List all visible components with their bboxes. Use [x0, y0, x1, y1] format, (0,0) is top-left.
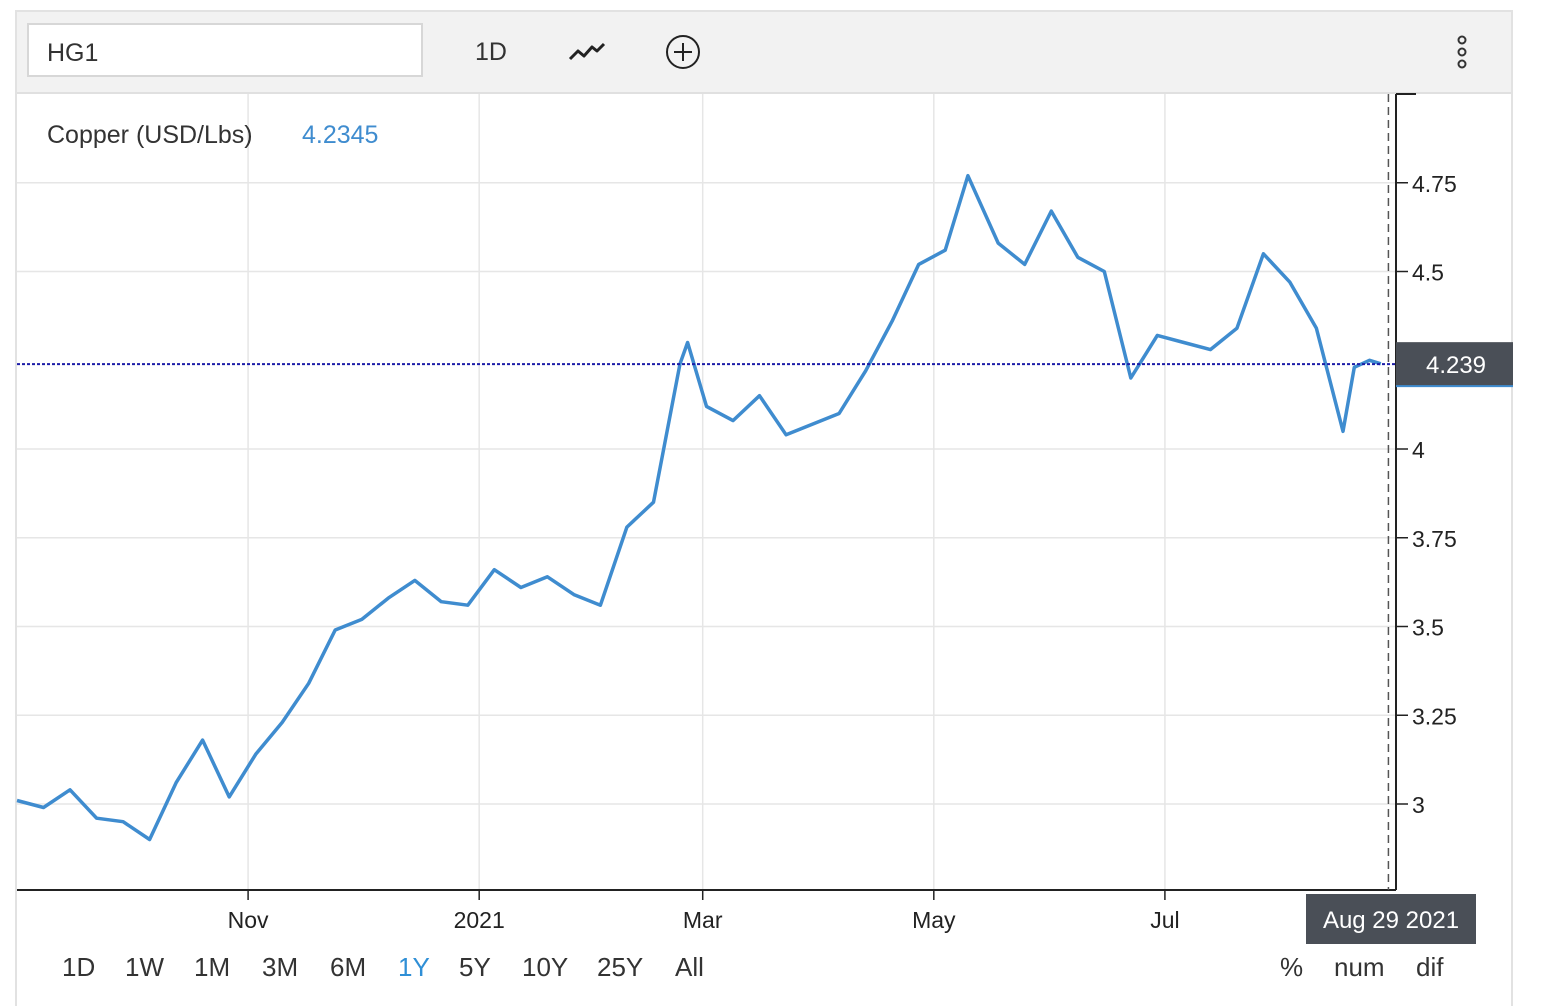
y-tick-label: 4.5 — [1412, 260, 1444, 286]
chart-axes: 3 3.25 3.5 3.75 4 4.5 4.75 Nov 2021 Mar May Jul — [17, 93, 1457, 933]
range-button-all[interactable]: All — [675, 952, 704, 982]
legend-last-value: 4.2345 — [302, 121, 378, 149]
x-tick-label: Mar — [683, 907, 723, 933]
range-button-6m[interactable]: 6M — [330, 952, 367, 982]
y-tick-label: 3.5 — [1412, 615, 1444, 641]
range-button-10y[interactable]: 10Y — [522, 952, 569, 982]
x-tick-label: 2021 — [454, 907, 505, 933]
series-layer — [16, 173, 1382, 842]
series-line-copper — [16, 173, 1382, 842]
x-tick-label: Nov — [228, 907, 269, 933]
crosshair-date-label: Aug 29 2021 — [1323, 907, 1459, 934]
grid-lines — [17, 94, 1396, 890]
symbol-input[interactable] — [27, 23, 423, 77]
crosshair-date-tag — [1306, 894, 1476, 944]
y-tick-label: 3.25 — [1412, 703, 1457, 729]
copper-price-chart[interactable]: 3 3.25 3.5 3.75 4 4.5 4.75 Nov 2021 Mar May Jul 4.2… — [0, 0, 1542, 952]
x-tick-label: Jul — [1150, 907, 1179, 933]
y-tick-label: 4 — [1412, 437, 1425, 463]
legend: Copper (USD/Lbs) 4.2345 — [47, 121, 378, 149]
y-tick-label: 3.75 — [1412, 526, 1457, 552]
vertical-dots-icon[interactable] — [1442, 30, 1482, 74]
mode-button-dif[interactable]: dif — [1416, 952, 1444, 982]
range-button-1w[interactable]: 1W — [125, 952, 164, 982]
range-button-1m[interactable]: 1M — [194, 952, 231, 982]
range-button-3m[interactable]: 3M — [262, 952, 299, 982]
range-bar: 1D 1W 1M 3M 6M 1Y 5Y 10Y 25Y All % num dif — [0, 952, 1542, 992]
plus-circle-icon[interactable] — [659, 30, 707, 74]
last-price-tag — [1396, 342, 1513, 387]
range-button-1y[interactable]: 1Y — [398, 952, 430, 982]
mode-button-percent[interactable]: % — [1280, 952, 1304, 982]
range-button-25y[interactable]: 25Y — [597, 952, 644, 982]
legend-series-name: Copper (USD/Lbs) — [47, 121, 253, 149]
y-tick-label: 4.75 — [1412, 171, 1457, 197]
line-chart-icon[interactable] — [563, 30, 611, 74]
y-tick-label: 3 — [1412, 792, 1425, 818]
chart-widget-frame — [15, 10, 1513, 1006]
x-tick-label: May — [912, 907, 956, 933]
chart-toolbar: 1D — [17, 12, 1511, 94]
interval-button[interactable]: 1D — [475, 37, 507, 66]
overlay-layer: 4.239 Aug 29 2021 — [17, 94, 1513, 944]
last-price-label: 4.239 — [1426, 352, 1486, 379]
mode-button-num[interactable]: num — [1334, 952, 1385, 982]
range-button-1d[interactable]: 1D — [62, 952, 96, 982]
range-button-5y[interactable]: 5Y — [459, 952, 491, 982]
